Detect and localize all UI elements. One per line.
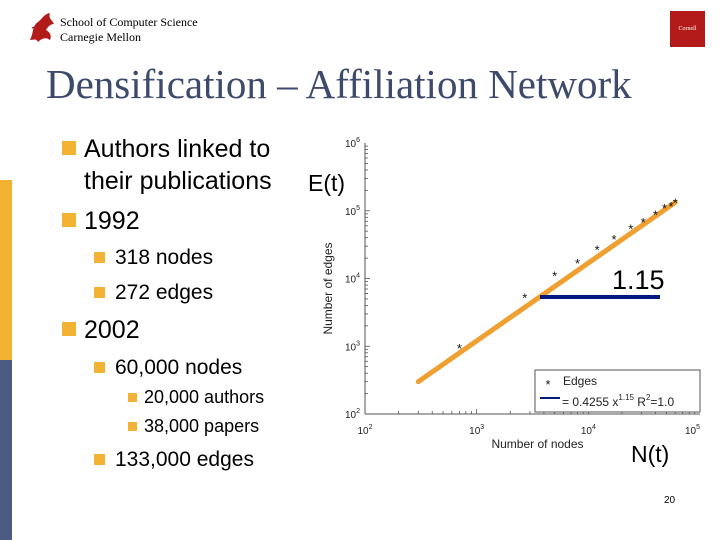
sub-bullet-318-nodes: 318 nodes (115, 246, 214, 269)
left-stripe-bottom (0, 360, 12, 540)
x-tick-label: 105 (685, 424, 700, 437)
fit-line (415, 199, 678, 385)
sub-sub-bullet-authors: 20,000 authors (144, 387, 265, 407)
sub-bullet-marker (94, 362, 105, 373)
bullet-marker (62, 141, 76, 155)
x-tick-label: 104 (581, 424, 596, 437)
school-line-1: School of Computer Science (60, 15, 198, 29)
data-point: * (662, 201, 667, 216)
sub-sub-bullet-papers: 38,000 papers (144, 416, 260, 436)
data-point: * (668, 199, 673, 214)
nt-label: N(t) (631, 441, 670, 467)
slope-label: 1.15 (612, 265, 665, 295)
data-point: * (575, 256, 580, 271)
school-line-2: Carnegie Mellon (60, 30, 141, 44)
y-tick-label: 102 (345, 408, 360, 421)
y-tick-label: 105 (345, 205, 360, 218)
bullet-2002: 2002 (84, 316, 140, 344)
sub-sub-bullet-marker (128, 422, 137, 431)
data-point: * (612, 232, 617, 247)
y-tick-label: 103 (345, 340, 360, 353)
left-stripe-middle (0, 180, 12, 360)
data-point: * (595, 242, 600, 257)
cmu-logo (26, 10, 58, 46)
bullet-line-1: Authors linked to (84, 135, 271, 163)
slide-title: Densification – Affiliation Network (46, 61, 632, 107)
data-point: * (552, 269, 557, 284)
left-stripe-top (0, 0, 12, 180)
bullet-marker (62, 213, 76, 227)
cornell-logo: Cornell (670, 11, 705, 47)
cornell-logo-text: Cornell (678, 26, 697, 32)
sub-bullet-marker (94, 252, 105, 263)
data-point: * (457, 341, 462, 356)
data-point: * (522, 291, 527, 306)
sub-bullet-133000-edges: 133,000 edges (115, 448, 254, 471)
sub-bullet-272-edges: 272 edges (115, 281, 214, 304)
x-axis-label: Number of nodes (491, 437, 583, 451)
x-tick-label: 103 (469, 424, 484, 437)
sub-sub-bullet-marker (128, 393, 137, 402)
data-point: * (628, 221, 633, 236)
legend-label-edges: Edges (563, 374, 597, 388)
sub-bullet-marker (94, 454, 105, 465)
page-number: 20 (664, 495, 676, 506)
data-point: * (641, 215, 646, 230)
y-tick-label: 104 (345, 273, 360, 286)
et-label: E(t) (308, 170, 346, 196)
legend-marker: * (545, 377, 550, 392)
bullet-marker (62, 322, 76, 336)
y-axis-label: Number of edges (321, 242, 335, 334)
x-tick-label: 102 (357, 424, 372, 437)
y-tick-label: 106 (345, 137, 360, 150)
sub-bullet-marker (94, 287, 105, 298)
bullet-1992: 1992 (84, 207, 140, 235)
sub-bullet-60000-nodes: 60,000 nodes (115, 356, 243, 379)
school-name: School of Computer Science Carnegie Mell… (60, 15, 198, 45)
bullet-authors-linked: Authors linked to their publications (84, 133, 272, 197)
legend-box (534, 369, 701, 413)
data-point: * (653, 208, 658, 223)
data-point: * (673, 195, 678, 210)
griffin-icon (30, 13, 54, 42)
bullet-line-2: their publications (84, 167, 272, 195)
legend-label-fit: = 0.4255 x1.15 R2=1.0 (562, 393, 674, 409)
